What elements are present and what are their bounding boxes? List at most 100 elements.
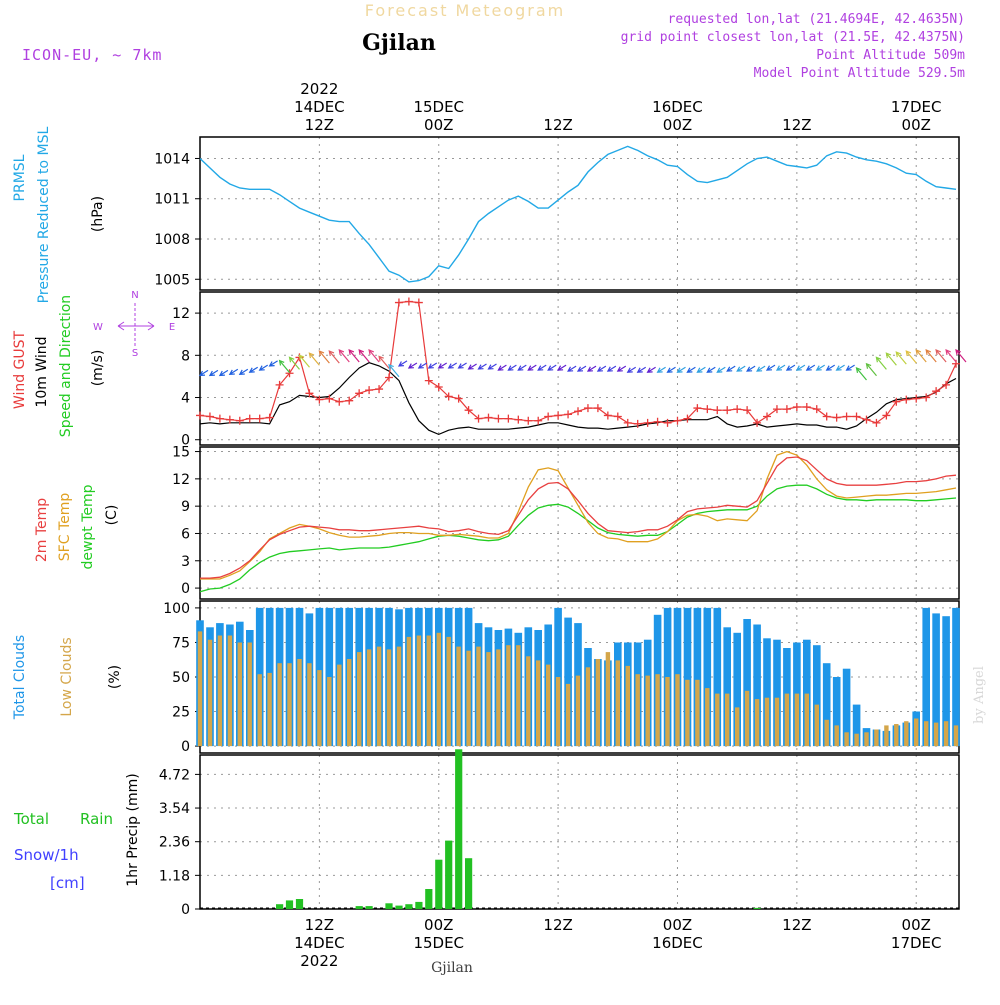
ms-unit: (m/s): [90, 350, 106, 387]
gust-marker: [564, 410, 573, 419]
gust-marker: [643, 418, 652, 427]
wind-direction-arrow: [676, 366, 686, 373]
gust-marker: [922, 393, 931, 402]
wind-direction-arrow: [447, 362, 458, 369]
bottom-axis-label: 00Z: [424, 916, 453, 934]
rain-bar: [445, 840, 453, 909]
ytick-label-clouds: 50: [172, 670, 190, 686]
wind-direction-arrow: [795, 364, 806, 371]
location-title: Gjilan: [362, 30, 436, 56]
ytick-label-precipitation: 4.72: [159, 767, 190, 783]
gust-marker: [225, 415, 234, 424]
top-axis-label: 12Z: [543, 116, 572, 134]
panel-pressure: 1005 1008 1011 1014: [154, 136, 960, 291]
compass-e: E: [169, 322, 175, 333]
gust-marker: [424, 376, 433, 385]
gust-marker: [315, 395, 324, 404]
top-axis-label: 00Z: [902, 116, 931, 134]
low-cloud-bar: [904, 721, 909, 747]
total-cloud-bar: [832, 677, 841, 747]
ytick-label-precipitation: 1.18: [159, 868, 190, 884]
low-cloud-bar: [933, 722, 939, 747]
low-cloud-bar: [536, 660, 541, 747]
low-cloud-bar: [705, 688, 710, 747]
gust-marker: [275, 380, 284, 389]
top-axis-label: 12Z: [305, 116, 334, 134]
wind-direction-arrow: [218, 369, 229, 377]
compass-w: W: [93, 322, 103, 333]
wind-direction-arrow: [487, 363, 497, 370]
total-clouds-label: Total Clouds: [12, 635, 28, 720]
low-cloud-bar: [605, 652, 611, 747]
low-cloud-bar: [735, 707, 740, 747]
model-label: ICON-EU, ~ 7km: [22, 46, 162, 64]
total-cloud-bar: [733, 632, 741, 747]
low-cloud-bar: [804, 693, 809, 747]
gust-marker: [713, 406, 722, 415]
low-cloud-bar: [854, 733, 859, 747]
sfc-temp-label: SFC Temp: [57, 493, 73, 562]
compass-n: N: [131, 290, 138, 301]
gust-marker: [235, 416, 244, 425]
ytick-label-clouds: 75: [172, 635, 190, 651]
gust-marker: [255, 414, 264, 423]
gust-marker: [683, 414, 692, 423]
low-cloud-bar: [874, 729, 879, 747]
gust-marker: [444, 392, 453, 401]
low-cloud-bar: [456, 646, 461, 747]
wind-direction-arrow: [935, 349, 947, 363]
low-cloud-bar: [466, 650, 471, 746]
gust-marker: [733, 405, 742, 414]
compass-rose: N S W E: [93, 290, 175, 359]
low-cloud-bar: [287, 663, 292, 747]
bottom-axis-label: 00Z: [902, 916, 931, 934]
total-cloud-bar: [952, 607, 960, 747]
total-cloud-bar: [703, 607, 712, 747]
wind-direction-arrow: [616, 365, 627, 372]
rain-bar: [425, 889, 433, 909]
top-axis-label: 00Z: [663, 116, 692, 134]
low-cloud-bar: [366, 649, 372, 747]
pressure-line: [199, 145, 957, 283]
low-cloud-bar: [575, 675, 581, 747]
precip-axis-label: 1hr Precip (mm): [125, 773, 141, 886]
forecast-meteogram-title: Forecast Meteogram: [365, 1, 565, 20]
gust-marker: [792, 403, 801, 412]
low-cloud-bar: [337, 664, 342, 747]
wind-direction-arrow: [756, 365, 766, 372]
wind-direction-arrow: [666, 366, 676, 373]
frame-temperature: [199, 446, 960, 600]
gust-marker: [912, 394, 921, 403]
gust-marker: [653, 417, 662, 426]
wind-direction-arrow: [208, 369, 219, 377]
total-cloud-bar: [803, 639, 811, 747]
ytick-label-wind: 8: [181, 348, 190, 364]
ytick-label-wind: 4: [181, 391, 190, 407]
low-cloud-bar: [357, 652, 362, 747]
low-cloud-bar: [675, 674, 680, 747]
low-cloud-bar: [754, 699, 760, 747]
gust-marker: [574, 407, 583, 416]
low-cloud-bar: [227, 635, 233, 746]
low-cloud-bar: [884, 725, 889, 747]
wind-direction-arrow: [626, 366, 637, 373]
wind-direction-arrow: [895, 351, 907, 365]
gust-marker: [852, 412, 861, 421]
total-cloud-bar: [723, 627, 731, 747]
ytick-label-precipitation: 0: [181, 902, 190, 918]
low-cloud-bar: [506, 645, 511, 747]
panel-temperature: 0 3 6 9 12 15: [172, 445, 960, 600]
gust-marker: [544, 412, 553, 421]
gust-marker: [822, 412, 831, 421]
ytick-label-clouds: 25: [172, 705, 190, 721]
gust-marker: [265, 413, 274, 422]
wind-direction-arrow: [308, 352, 320, 366]
gust-marker: [245, 414, 254, 423]
wind-direction-arrow: [945, 349, 957, 363]
prmsl-label: PRMSL: [12, 154, 28, 201]
hpa-unit: (hPa): [90, 196, 106, 232]
rain-bar: [455, 749, 463, 909]
low-cloud-bar: [426, 635, 431, 746]
low-cloud-bar: [585, 667, 591, 747]
